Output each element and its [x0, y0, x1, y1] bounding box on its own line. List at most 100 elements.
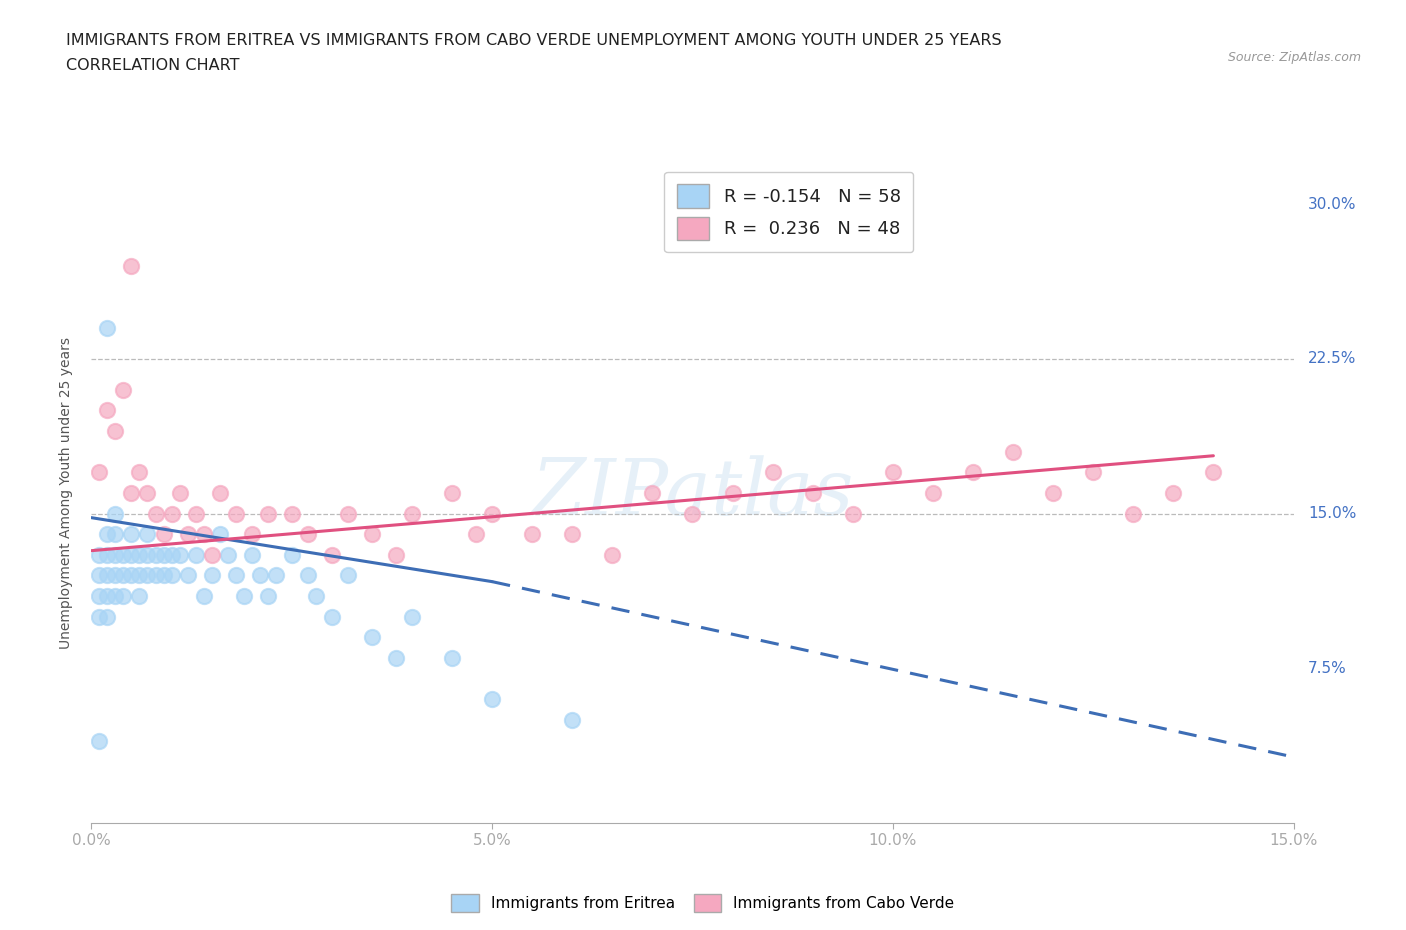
Point: [128, 465, 150, 480]
Point: [385, 651, 408, 666]
Point: [160, 568, 183, 583]
Point: [360, 630, 382, 644]
Point: [104, 568, 127, 583]
Point: [264, 568, 287, 583]
Point: [201, 548, 224, 563]
Point: [1001, 445, 1024, 459]
Point: [385, 548, 408, 563]
Point: [401, 609, 423, 624]
Point: [721, 485, 744, 500]
Point: [96, 589, 118, 604]
Point: [256, 506, 278, 521]
Point: [96, 568, 118, 583]
Point: [169, 548, 191, 563]
Point: [1163, 485, 1185, 500]
Point: [561, 712, 583, 727]
Point: [112, 382, 135, 397]
Point: [281, 548, 304, 563]
Point: [152, 568, 174, 583]
Text: Source: ZipAtlas.com: Source: ZipAtlas.com: [1227, 51, 1361, 64]
Point: [201, 568, 224, 583]
Point: [481, 506, 503, 521]
Point: [249, 568, 271, 583]
Point: [176, 526, 198, 541]
Point: [121, 526, 143, 541]
Point: [112, 589, 135, 604]
Point: [136, 548, 159, 563]
Point: [112, 548, 135, 563]
Y-axis label: Unemployment Among Youth under 25 years: Unemployment Among Youth under 25 years: [59, 337, 73, 649]
Point: [112, 568, 135, 583]
Text: 15.0%: 15.0%: [1308, 506, 1357, 521]
Point: [104, 548, 127, 563]
Point: [121, 568, 143, 583]
Point: [440, 651, 463, 666]
Point: [128, 568, 150, 583]
Point: [256, 589, 278, 604]
Point: [225, 568, 247, 583]
Legend: R = -0.154   N = 58, R =  0.236   N = 48: R = -0.154 N = 58, R = 0.236 N = 48: [664, 172, 914, 252]
Point: [121, 485, 143, 500]
Point: [321, 609, 343, 624]
Point: [193, 589, 215, 604]
Point: [136, 485, 159, 500]
Point: [193, 526, 215, 541]
Point: [336, 506, 359, 521]
Point: [136, 568, 159, 583]
Point: [160, 506, 183, 521]
Point: [762, 465, 785, 480]
Point: [841, 506, 863, 521]
Point: [297, 526, 319, 541]
Point: [104, 423, 127, 438]
Point: [184, 548, 207, 563]
Point: [240, 548, 263, 563]
Point: [152, 526, 174, 541]
Point: [465, 526, 488, 541]
Point: [89, 589, 111, 604]
Point: [882, 465, 904, 480]
Point: [96, 526, 118, 541]
Point: [641, 485, 664, 500]
Legend: Immigrants from Eritrea, Immigrants from Cabo Verde: Immigrants from Eritrea, Immigrants from…: [446, 888, 960, 918]
Point: [217, 548, 239, 563]
Point: [281, 506, 304, 521]
Point: [128, 589, 150, 604]
Point: [1042, 485, 1064, 500]
Point: [401, 506, 423, 521]
Point: [145, 548, 167, 563]
Text: CORRELATION CHART: CORRELATION CHART: [66, 58, 239, 73]
Point: [169, 485, 191, 500]
Point: [801, 485, 824, 500]
Text: 30.0%: 30.0%: [1308, 196, 1357, 211]
Point: [136, 526, 159, 541]
Point: [121, 259, 143, 273]
Point: [176, 568, 198, 583]
Point: [922, 485, 945, 500]
Point: [152, 548, 174, 563]
Point: [522, 526, 544, 541]
Point: [89, 568, 111, 583]
Point: [104, 589, 127, 604]
Point: [232, 589, 254, 604]
Point: [121, 548, 143, 563]
Point: [681, 506, 703, 521]
Point: [305, 589, 328, 604]
Text: ZIPatlas: ZIPatlas: [531, 455, 853, 531]
Text: 22.5%: 22.5%: [1308, 352, 1357, 366]
Point: [360, 526, 382, 541]
Point: [96, 548, 118, 563]
Point: [225, 506, 247, 521]
Point: [602, 548, 624, 563]
Point: [104, 506, 127, 521]
Point: [440, 485, 463, 500]
Point: [297, 568, 319, 583]
Point: [145, 506, 167, 521]
Point: [208, 526, 231, 541]
Point: [1122, 506, 1144, 521]
Point: [128, 548, 150, 563]
Point: [96, 403, 118, 418]
Point: [336, 568, 359, 583]
Text: IMMIGRANTS FROM ERITREA VS IMMIGRANTS FROM CABO VERDE UNEMPLOYMENT AMONG YOUTH U: IMMIGRANTS FROM ERITREA VS IMMIGRANTS FR…: [66, 33, 1001, 47]
Point: [481, 692, 503, 707]
Point: [160, 548, 183, 563]
